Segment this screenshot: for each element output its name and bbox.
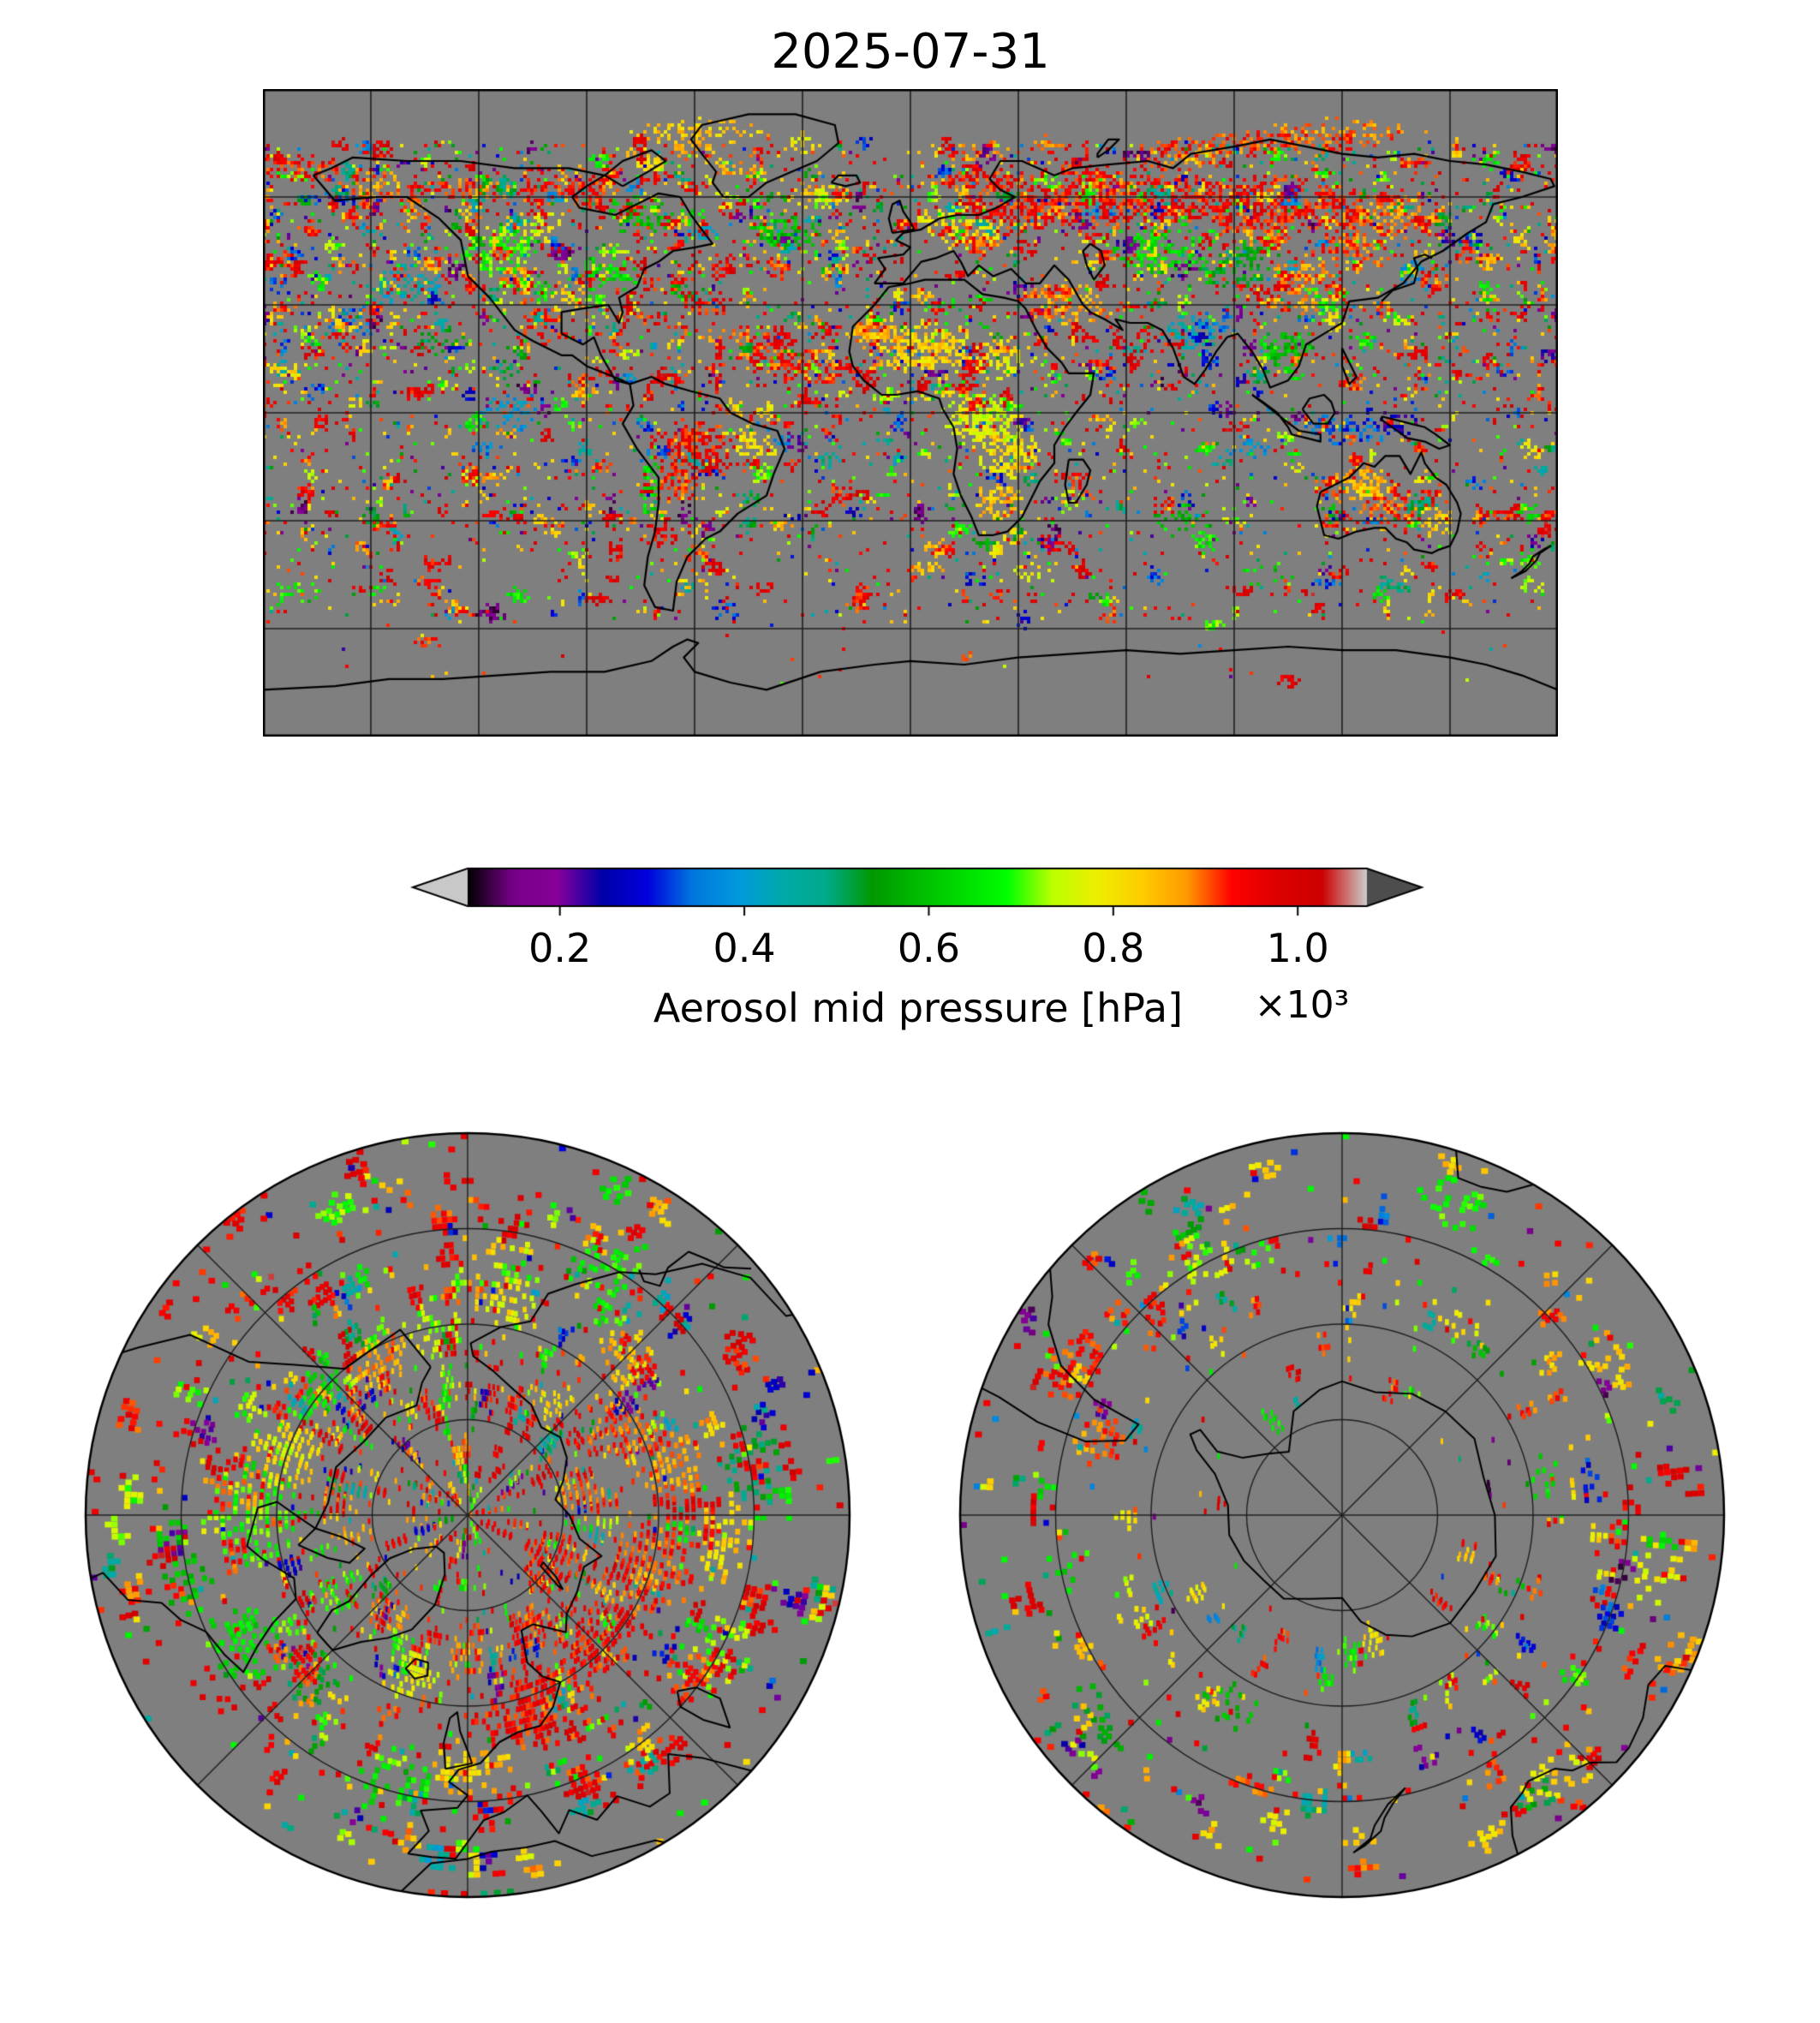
colorbar-tick-label: 0.6 — [897, 925, 961, 971]
colorbar-offset-label: ×10³ — [1254, 983, 1350, 1027]
colorbar-tick-label: 0.8 — [1082, 925, 1145, 971]
figure-title: 2025-07-31 — [771, 24, 1050, 80]
colorbar-label: Aerosol mid pressure [hPa] — [653, 985, 1184, 1031]
colorbar-tick-label: 1.0 — [1266, 925, 1329, 971]
south-polar-map — [957, 1130, 1728, 1901]
colorbar-tick-label: 0.4 — [713, 925, 776, 971]
colorbar — [410, 867, 1424, 918]
north-polar-map — [82, 1130, 853, 1901]
global-map — [263, 89, 1558, 737]
colorbar-tick-label: 0.2 — [528, 925, 592, 971]
